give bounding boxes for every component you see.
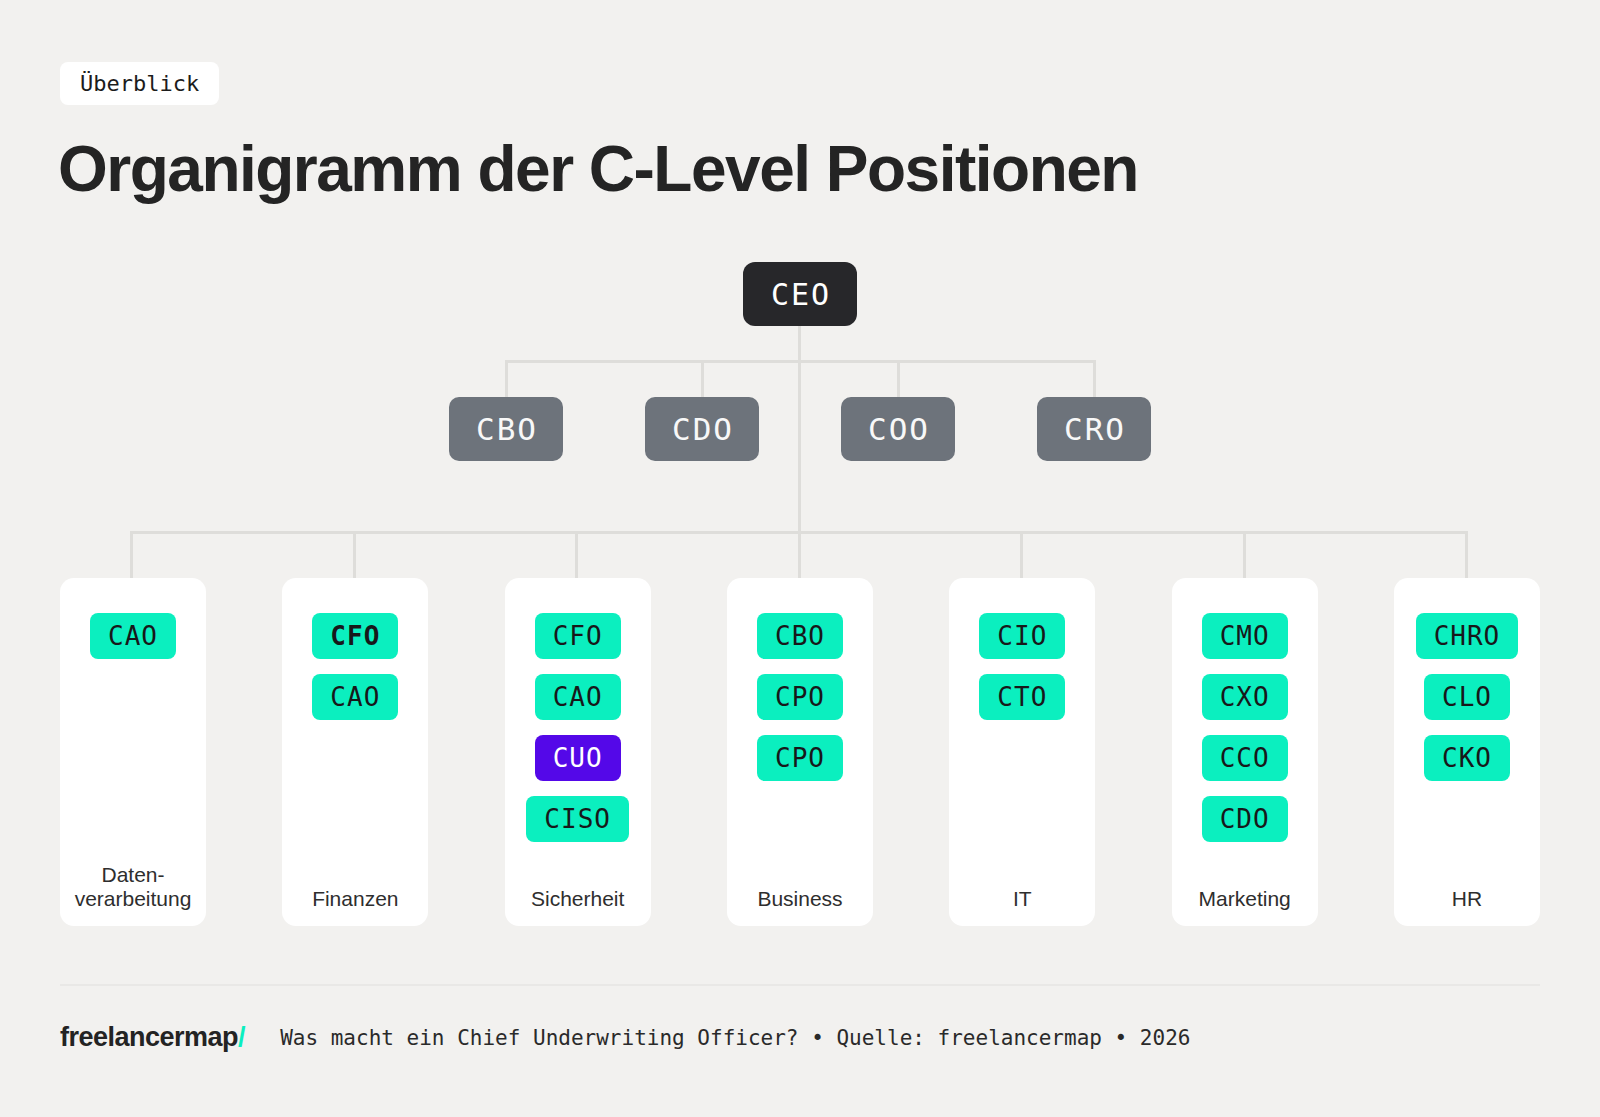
page-title: Organigramm der C-Level Positionen (58, 132, 1138, 206)
connector-l3-drop (798, 531, 801, 578)
department-card-hr: CHRO CLO CKO HR (1394, 578, 1540, 926)
department-label: Daten- verarbeitung (60, 863, 206, 911)
logo-slash-icon: / (238, 1022, 245, 1052)
department-label: Business (727, 887, 873, 911)
connector-l3-drop (575, 531, 578, 578)
department-label: Marketing (1172, 887, 1318, 911)
logo-text: freelancermap (60, 1022, 238, 1052)
connector-l3-drop (1465, 531, 1468, 578)
role-chip: CMO (1202, 613, 1288, 659)
role-chip: CKO (1424, 735, 1510, 781)
role-chip: CFO (535, 613, 621, 659)
role-chip: CAO (312, 674, 398, 720)
connector-ceo-vertical (798, 326, 801, 531)
role-chip: CAO (535, 674, 621, 720)
footer-divider (60, 984, 1540, 986)
department-card-it: CIO CTO IT (949, 578, 1095, 926)
org-node-cdo: CDO (645, 397, 759, 461)
role-chip: CISO (526, 796, 629, 842)
freelancermap-logo: freelancermap/ (60, 1022, 245, 1053)
connector-l3-drop (1243, 531, 1246, 578)
role-chip: CHRO (1416, 613, 1519, 659)
chip-list: CFO CAO (312, 613, 398, 720)
department-label: IT (949, 887, 1095, 911)
department-label: Sicherheit (505, 887, 651, 911)
department-cards-row: CAO Daten- verarbeitung CFO CAO Finanzen… (60, 578, 1540, 926)
department-card-marketing: CMO CXO CCO CDO Marketing (1172, 578, 1318, 926)
org-node-ceo: CEO (743, 262, 857, 326)
role-chip: CBO (757, 613, 843, 659)
role-chip: CLO (1424, 674, 1510, 720)
chip-list: CMO CXO CCO CDO (1202, 613, 1288, 842)
role-chip: CDO (1202, 796, 1288, 842)
connector-l2-drop (1093, 360, 1096, 397)
connector-l2-drop (897, 360, 900, 397)
department-card-business: CBO CPO CPO Business (727, 578, 873, 926)
chip-list: CHRO CLO CKO (1416, 613, 1519, 781)
connector-l2-drop (505, 360, 508, 397)
chip-list: CBO CPO CPO (757, 613, 843, 781)
department-label: Finanzen (282, 887, 428, 911)
role-chip: CXO (1202, 674, 1288, 720)
footer-caption: Was macht ein Chief Underwriting Officer… (280, 1026, 1190, 1050)
role-chip: CPO (757, 674, 843, 720)
connector-l3-drop (353, 531, 356, 578)
overview-badge: Überblick (60, 62, 219, 105)
connector-l2-drop (701, 360, 704, 397)
connector-l3-drop (1020, 531, 1023, 578)
role-chip-highlighted-cuo: CUO (535, 735, 621, 781)
footer: freelancermap/ Was macht ein Chief Under… (60, 1022, 1540, 1053)
chip-list: CFO CAO CUO CISO (526, 613, 629, 842)
org-node-cbo: CBO (449, 397, 563, 461)
connector-l2-horizontal (505, 360, 1096, 363)
role-chip: CAO (90, 613, 176, 659)
department-card-datenverarbeitung: CAO Daten- verarbeitung (60, 578, 206, 926)
org-node-coo: COO (841, 397, 955, 461)
department-card-sicherheit: CFO CAO CUO CISO Sicherheit (505, 578, 651, 926)
role-chip: CIO (979, 613, 1065, 659)
chip-list: CAO (90, 613, 176, 659)
role-chip: CPO (757, 735, 843, 781)
department-label: HR (1394, 887, 1540, 911)
department-card-finanzen: CFO CAO Finanzen (282, 578, 428, 926)
role-chip: CCO (1202, 735, 1288, 781)
chip-list: CIO CTO (979, 613, 1065, 720)
org-node-cro: CRO (1037, 397, 1151, 461)
role-chip: CFO (312, 613, 398, 659)
connector-l3-drop (130, 531, 133, 578)
role-chip: CTO (979, 674, 1065, 720)
